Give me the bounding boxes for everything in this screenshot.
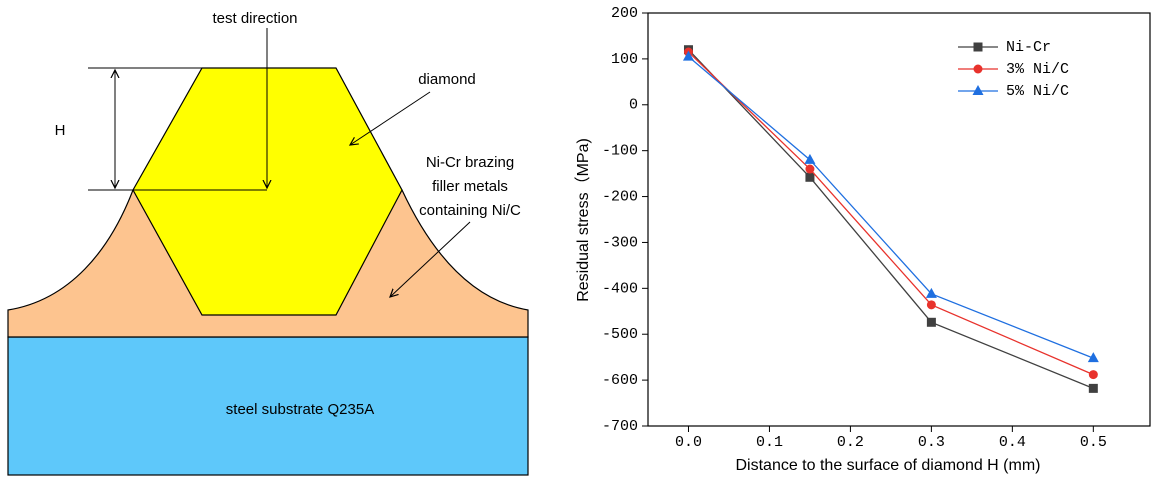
marker xyxy=(805,172,815,182)
y-tick-label: -500 xyxy=(602,326,638,343)
x-tick-label: 0.5 xyxy=(1080,434,1107,451)
y-tick-label: -300 xyxy=(602,234,638,251)
label: steel substrate Q235A xyxy=(226,401,374,418)
x-axis-label: Distance to the surface of diamond H (mm… xyxy=(735,457,1040,474)
series-line xyxy=(688,51,1094,376)
series-line xyxy=(688,56,1094,359)
y-axis-label: Residual stress（MPa) xyxy=(574,138,592,302)
marker xyxy=(926,317,936,327)
marker xyxy=(1087,352,1099,363)
label: filler metals xyxy=(432,178,508,195)
marker xyxy=(804,153,816,164)
x-tick-label: 0.2 xyxy=(837,434,864,451)
y-tick-label: -200 xyxy=(602,189,638,206)
marker xyxy=(926,300,936,310)
marker xyxy=(1088,383,1098,393)
y-tick-label: -600 xyxy=(602,372,638,389)
series-line xyxy=(688,49,1094,389)
y-tick-label: -700 xyxy=(602,418,638,435)
pointer-arrow xyxy=(350,91,431,145)
diagram: test direction H diamond Ni-Cr brazing f… xyxy=(7,10,529,476)
plot-frame xyxy=(647,12,1151,427)
marker xyxy=(973,42,983,52)
label: H xyxy=(55,122,66,139)
x-tick-label: 0.0 xyxy=(675,434,702,451)
label: test direction xyxy=(212,10,297,27)
marker xyxy=(805,164,815,174)
y-tick-label: 100 xyxy=(611,51,638,68)
y-tick-label: -100 xyxy=(602,143,638,160)
label: diamond xyxy=(418,71,476,88)
marker xyxy=(972,85,984,95)
y-tick-label: 0 xyxy=(629,97,638,114)
marker xyxy=(925,287,937,298)
marker xyxy=(973,64,983,74)
x-tick-label: 0.4 xyxy=(999,434,1026,451)
label: Ni-Cr brazing xyxy=(426,154,514,171)
x-tick-label: 0.3 xyxy=(918,434,945,451)
y-tick-label: -400 xyxy=(602,280,638,297)
label: containing Ni/C xyxy=(419,202,521,219)
legend-label: Ni-Cr xyxy=(1006,39,1051,56)
pointer-arrow xyxy=(390,221,471,297)
substrate xyxy=(7,336,529,476)
x-tick-label: 0.1 xyxy=(756,434,783,451)
legend-label: 3% Ni/C xyxy=(1006,61,1069,78)
legend-label: 5% Ni/C xyxy=(1006,83,1069,100)
marker xyxy=(1088,370,1098,380)
marker xyxy=(682,50,694,61)
y-tick-label: 200 xyxy=(611,5,638,22)
